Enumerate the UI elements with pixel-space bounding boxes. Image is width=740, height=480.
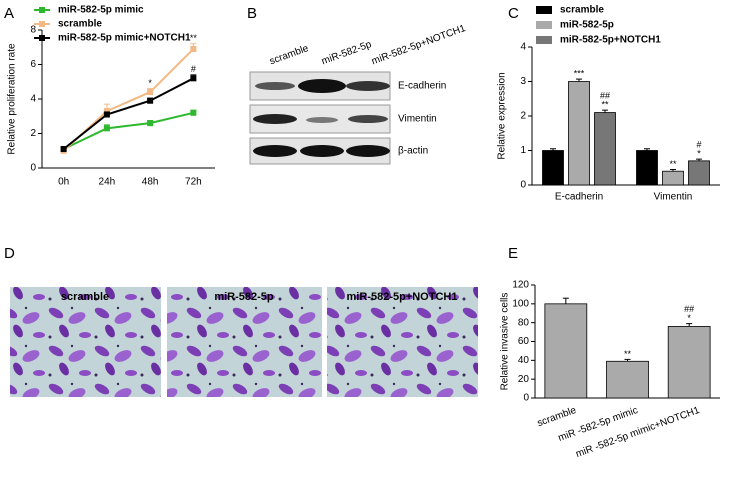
legend-marker xyxy=(39,7,45,13)
point xyxy=(103,108,110,115)
bar xyxy=(667,326,711,399)
x-tick-label: Vimentin xyxy=(654,192,693,203)
y-axis-label: Relative proliferation rate xyxy=(7,43,18,155)
legend-label: miR-582-5p mimic+NOTCH1 xyxy=(58,33,191,44)
legend-swatch xyxy=(536,21,552,29)
panel-label: A xyxy=(4,5,14,22)
error-bar xyxy=(602,109,608,113)
error-bar xyxy=(686,323,693,327)
y-tick-label: 4 xyxy=(30,94,36,105)
significance-label: * xyxy=(687,313,691,323)
micrograph-label: scramble xyxy=(61,291,109,303)
point xyxy=(147,89,154,96)
x-tick-label: 48h xyxy=(142,177,159,188)
blot-row xyxy=(249,104,391,134)
panel-label: E xyxy=(508,245,518,262)
significance-label: *** xyxy=(574,68,585,78)
bar xyxy=(568,81,590,186)
micrograph-label: miR-582-5p xyxy=(214,291,274,303)
row-label: β-actin xyxy=(398,146,428,157)
significance-label: ** xyxy=(669,159,677,169)
point xyxy=(103,125,110,132)
x-tick-label: E-cadherin xyxy=(555,192,603,203)
y-tick-label: 6 xyxy=(30,59,36,70)
legend-label: miR-582-5p xyxy=(560,20,614,31)
point xyxy=(103,111,110,118)
significance-label: # xyxy=(191,64,196,74)
panel-label: D xyxy=(4,245,15,262)
bar xyxy=(636,150,658,186)
point xyxy=(60,146,67,153)
significance-label: ** xyxy=(601,100,609,110)
y-tick-label: 40 xyxy=(518,355,530,366)
y-tick-label: 0 xyxy=(523,393,529,404)
bar xyxy=(594,112,616,186)
line xyxy=(63,111,194,150)
y-tick-label: 80 xyxy=(518,317,530,328)
panel-label: B xyxy=(247,5,257,22)
significance-label: ## xyxy=(600,91,610,101)
micrograph xyxy=(10,287,161,397)
micrograph xyxy=(167,287,322,397)
significance-label: * xyxy=(148,78,152,88)
x-tick-label: scramble xyxy=(536,405,578,429)
x-tick-label: 0h xyxy=(58,177,69,188)
legend-swatch xyxy=(536,36,552,44)
line xyxy=(63,77,194,150)
y-tick-label: 2 xyxy=(30,128,36,139)
y-tick-label: 3 xyxy=(520,76,526,87)
line xyxy=(62,48,195,152)
y-tick-label: 8 xyxy=(30,25,36,36)
lane-label: miR-582-5p xyxy=(320,39,373,67)
error-bar xyxy=(562,297,569,304)
panel-label: C xyxy=(508,5,519,22)
y-axis-label: Relative invasive cells xyxy=(500,293,511,391)
y-tick-label: 20 xyxy=(518,374,530,385)
legend-label: scramble xyxy=(560,5,604,16)
significance-label: ** xyxy=(624,349,632,359)
y-tick-label: 60 xyxy=(518,336,530,347)
legend-label: miR-582-5p+NOTCH1 xyxy=(560,35,661,46)
row-label: E-cadherin xyxy=(398,81,446,92)
point xyxy=(147,97,154,104)
lane-label: scramble xyxy=(268,43,310,67)
blot-row xyxy=(249,137,391,165)
x-tick-label: 24h xyxy=(99,177,116,188)
lane-label: miR-582-5p+NOTCH1 xyxy=(370,23,467,67)
y-tick-label: 100 xyxy=(512,298,529,309)
significance-label: * xyxy=(697,149,701,159)
row-label: Vimentin xyxy=(398,114,437,125)
legend-marker xyxy=(39,21,45,27)
bar xyxy=(544,303,588,399)
y-tick-label: 0 xyxy=(520,180,526,191)
point xyxy=(147,120,154,127)
micrograph xyxy=(327,287,478,397)
y-tick-label: 2 xyxy=(520,111,526,122)
micrograph-label: miR-582-5p+NOTCH1 xyxy=(347,291,458,303)
significance-label: ** xyxy=(190,33,198,43)
point xyxy=(190,109,197,116)
bar xyxy=(542,150,564,186)
legend-label: scramble xyxy=(58,19,102,30)
y-tick-label: 120 xyxy=(512,280,529,291)
bar xyxy=(606,360,649,399)
significance-label: ## xyxy=(684,304,694,314)
x-tick-label: 72h xyxy=(185,177,202,188)
significance-label: # xyxy=(696,140,701,150)
bar xyxy=(662,170,684,186)
y-tick-label: 1 xyxy=(520,145,526,156)
point xyxy=(190,45,197,52)
legend-label: miR-582-5p mimic xyxy=(58,5,144,16)
point xyxy=(190,75,197,82)
y-axis-label: Relative expression xyxy=(497,72,508,159)
blot-row xyxy=(249,71,391,101)
bar xyxy=(688,160,710,186)
error-bar xyxy=(576,78,582,82)
legend-marker xyxy=(39,35,45,41)
y-tick-label: 0 xyxy=(30,163,36,174)
y-tick-label: 4 xyxy=(520,42,526,53)
legend-swatch xyxy=(536,6,552,14)
